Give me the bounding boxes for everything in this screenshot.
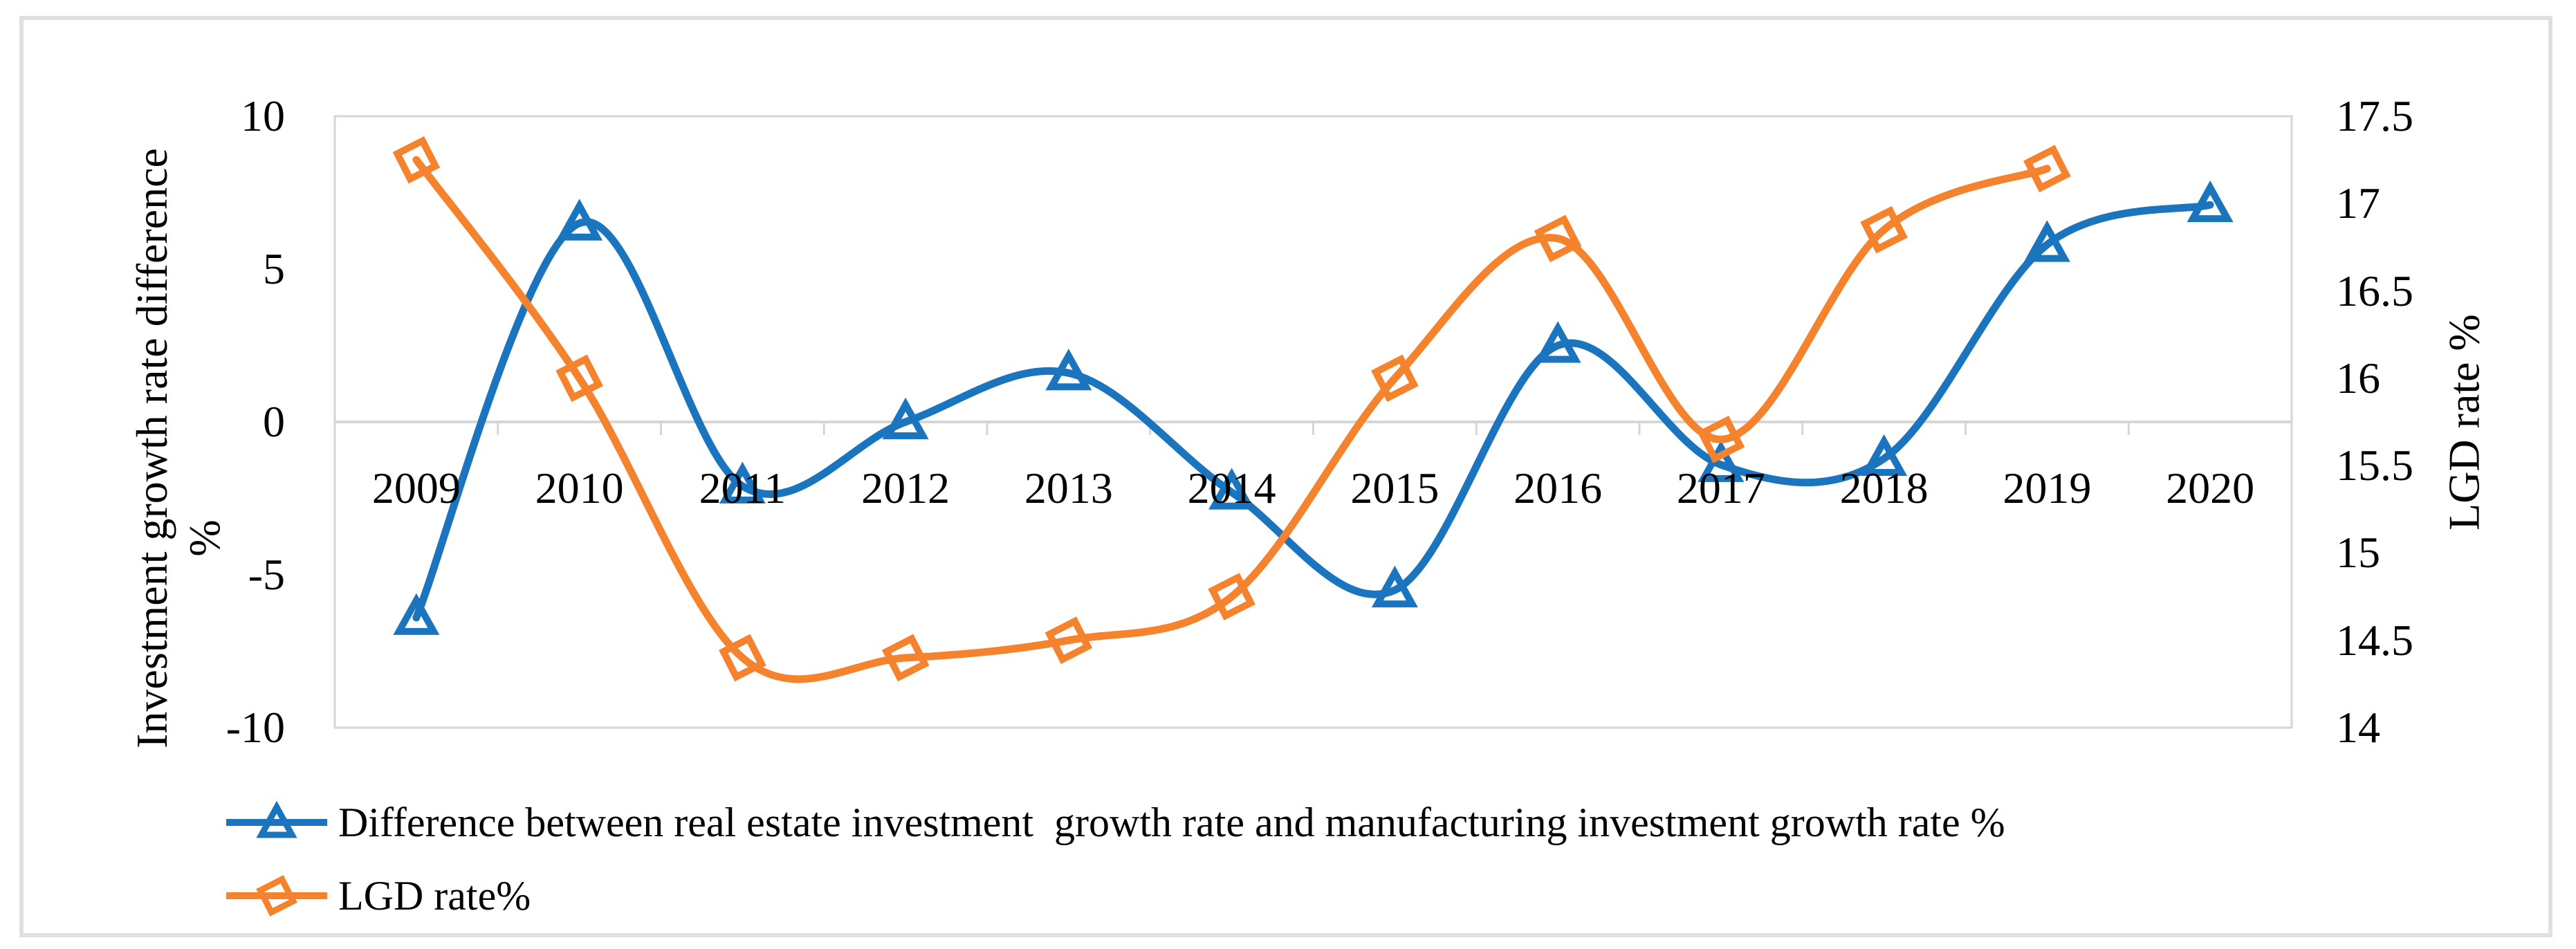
left-axis-tick-label: -5 xyxy=(248,550,285,599)
x-axis-label-2011: 2011 xyxy=(699,463,786,513)
right-axis-tick-label: 15.5 xyxy=(2336,441,2413,490)
x-axis-label-2018: 2018 xyxy=(1839,463,1929,513)
right-axis-tick-label: 17.5 xyxy=(2336,91,2413,140)
diamond-marker xyxy=(555,354,603,403)
left-axis-tick-label: 10 xyxy=(241,91,285,140)
triangle-marker xyxy=(1208,468,1255,510)
x-axis-label-2017: 2017 xyxy=(1676,463,1765,513)
triangle-marker xyxy=(1045,348,1092,391)
x-axis-label-2016: 2016 xyxy=(1514,463,1603,513)
x-axis-label-2019: 2019 xyxy=(2003,463,2092,513)
diamond-marker xyxy=(719,634,766,682)
legend-item-difference: Difference between real estate investmen… xyxy=(225,795,2005,850)
right-axis-tick-label: 14 xyxy=(2336,703,2380,752)
x-axis-label-2014: 2014 xyxy=(1187,463,1276,513)
right-axis-tick-label: 16 xyxy=(2336,353,2380,403)
x-axis-label-2015: 2015 xyxy=(1350,463,1439,513)
triangle-marker xyxy=(393,593,440,635)
diamond-marker xyxy=(1697,415,1745,463)
difference-series-curve xyxy=(412,201,2214,622)
diamond-marker xyxy=(1371,354,1419,403)
triangle-marker xyxy=(556,199,603,241)
diamond-marker xyxy=(1208,573,1255,620)
right-axis-tick-label: 15 xyxy=(2336,528,2380,578)
legend-item-lgd-rate: LGD rate% xyxy=(225,868,531,923)
legend-label: Difference between real estate investmen… xyxy=(338,799,2005,845)
x-axis-label-2013: 2013 xyxy=(1024,463,1113,513)
diamond-marker xyxy=(881,634,930,682)
figure-border xyxy=(19,16,2552,937)
right-axis-title: LGD rate % xyxy=(2439,314,2489,531)
diamond-marker xyxy=(1045,616,1093,665)
right-axis-tick-label: 16.5 xyxy=(2336,266,2413,315)
diamond-marker xyxy=(1860,205,1908,254)
x-axis-label-2009: 2009 xyxy=(371,463,461,513)
left-axis-tick-label: -10 xyxy=(226,703,285,752)
line-triangle-marker-icon xyxy=(226,800,327,838)
lgd-series-curve xyxy=(412,156,2051,683)
x-axis-label-2012: 2012 xyxy=(861,463,950,513)
triangle-marker xyxy=(2187,180,2234,223)
x-axis-label-2010: 2010 xyxy=(535,463,624,513)
triangle-marker xyxy=(1861,434,1908,477)
line-diamond-marker-icon xyxy=(226,875,327,916)
right-axis-tick-label: 17 xyxy=(2336,178,2380,228)
diamond-marker xyxy=(392,136,441,184)
triangle-marker xyxy=(719,461,766,504)
diamond-marker xyxy=(2023,145,2071,193)
triangle-marker xyxy=(1534,321,1581,363)
triangle-marker xyxy=(882,397,929,439)
x-axis-label-2020: 2020 xyxy=(2166,463,2255,513)
triangle-marker xyxy=(2023,220,2070,262)
diamond-marker xyxy=(1534,214,1582,263)
left-axis-tick-label: 0 xyxy=(263,397,285,446)
legend-label: LGD rate% xyxy=(338,872,531,919)
triangle-marker xyxy=(1698,440,1745,482)
left-axis-tick-label: 5 xyxy=(263,244,285,293)
triangle-marker xyxy=(1371,565,1418,608)
right-axis-tick-label: 14.5 xyxy=(2336,615,2413,665)
